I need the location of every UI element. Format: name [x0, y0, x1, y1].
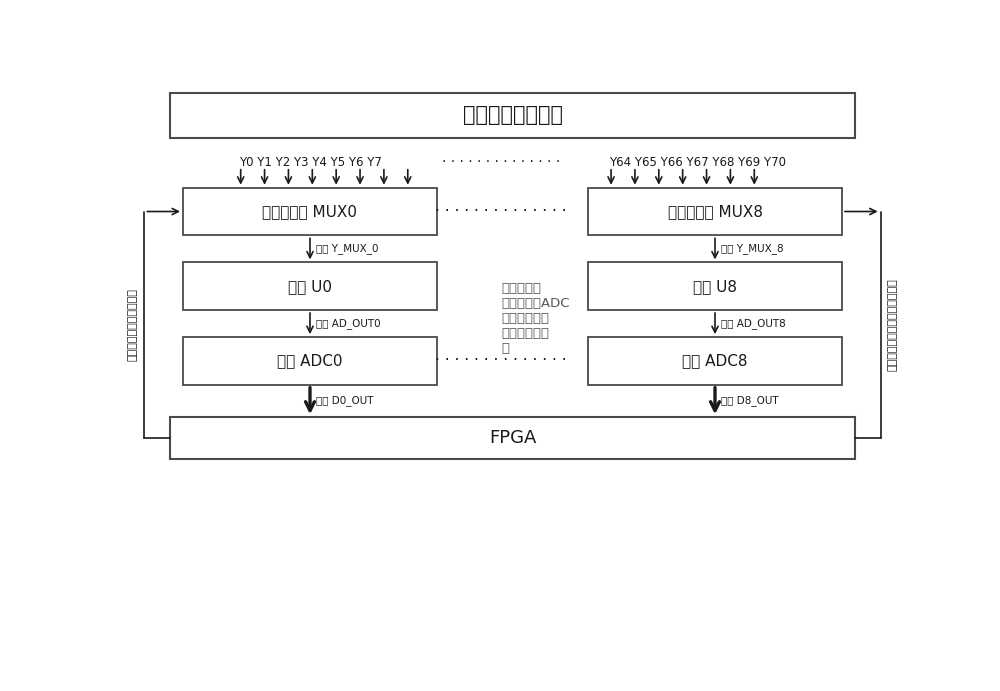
Text: 九片多选器共用使能信号: 九片多选器共用使能信号 [128, 288, 138, 361]
Text: 输出 D0_OUT: 输出 D0_OUT [316, 395, 374, 406]
Bar [183, 337, 437, 385]
Text: 屏接收信号连接器: 屏接收信号连接器 [463, 105, 563, 125]
Text: 这样的多选
器、运放、ADC
组成的一路基
本单元共有九
路: 这样的多选 器、运放、ADC 组成的一路基 本单元共有九 路 [501, 282, 569, 355]
Bar [170, 417, 855, 460]
Text: 八选一模拟 MUX8: 八选一模拟 MUX8 [668, 204, 763, 219]
Bar [588, 337, 842, 385]
Text: 输出 Y_MUX_0: 输出 Y_MUX_0 [316, 243, 379, 254]
Text: 八选一模拟 MUX0: 八选一模拟 MUX0 [262, 204, 357, 219]
Text: 十位 ADC8: 十位 ADC8 [682, 353, 748, 368]
Text: 九片多选器选择信号连同一信号: 九片多选器选择信号连同一信号 [887, 278, 897, 371]
Text: 输出 Y_MUX_8: 输出 Y_MUX_8 [721, 243, 784, 254]
Bar [588, 263, 842, 310]
Bar [183, 188, 437, 236]
Text: FPGA: FPGA [489, 429, 536, 447]
Text: 运放 U0: 运放 U0 [288, 278, 332, 294]
Text: 十位 ADC0: 十位 ADC0 [277, 353, 343, 368]
Bar [588, 188, 842, 236]
Text: Y0 Y1 Y2 Y3 Y4 Y5 Y6 Y7: Y0 Y1 Y2 Y3 Y4 Y5 Y6 Y7 [239, 155, 382, 169]
Text: · · · · · · · · · · · · · ·: · · · · · · · · · · · · · · [442, 155, 560, 169]
Text: 输出 D8_OUT: 输出 D8_OUT [721, 395, 779, 406]
Bar [183, 263, 437, 310]
Text: Y64 Y65 Y66 Y67 Y68 Y69 Y70: Y64 Y65 Y66 Y67 Y68 Y69 Y70 [609, 155, 786, 169]
Bar [170, 93, 855, 138]
Text: · · · · · · · · · · · · · ·: · · · · · · · · · · · · · · [435, 204, 567, 219]
Text: 输出 AD_OUT8: 输出 AD_OUT8 [721, 318, 786, 329]
Text: 运放 U8: 运放 U8 [693, 278, 737, 294]
Text: 输出 AD_OUT0: 输出 AD_OUT0 [316, 318, 381, 329]
Text: · · · · · · · · · · · · · ·: · · · · · · · · · · · · · · [435, 353, 567, 368]
